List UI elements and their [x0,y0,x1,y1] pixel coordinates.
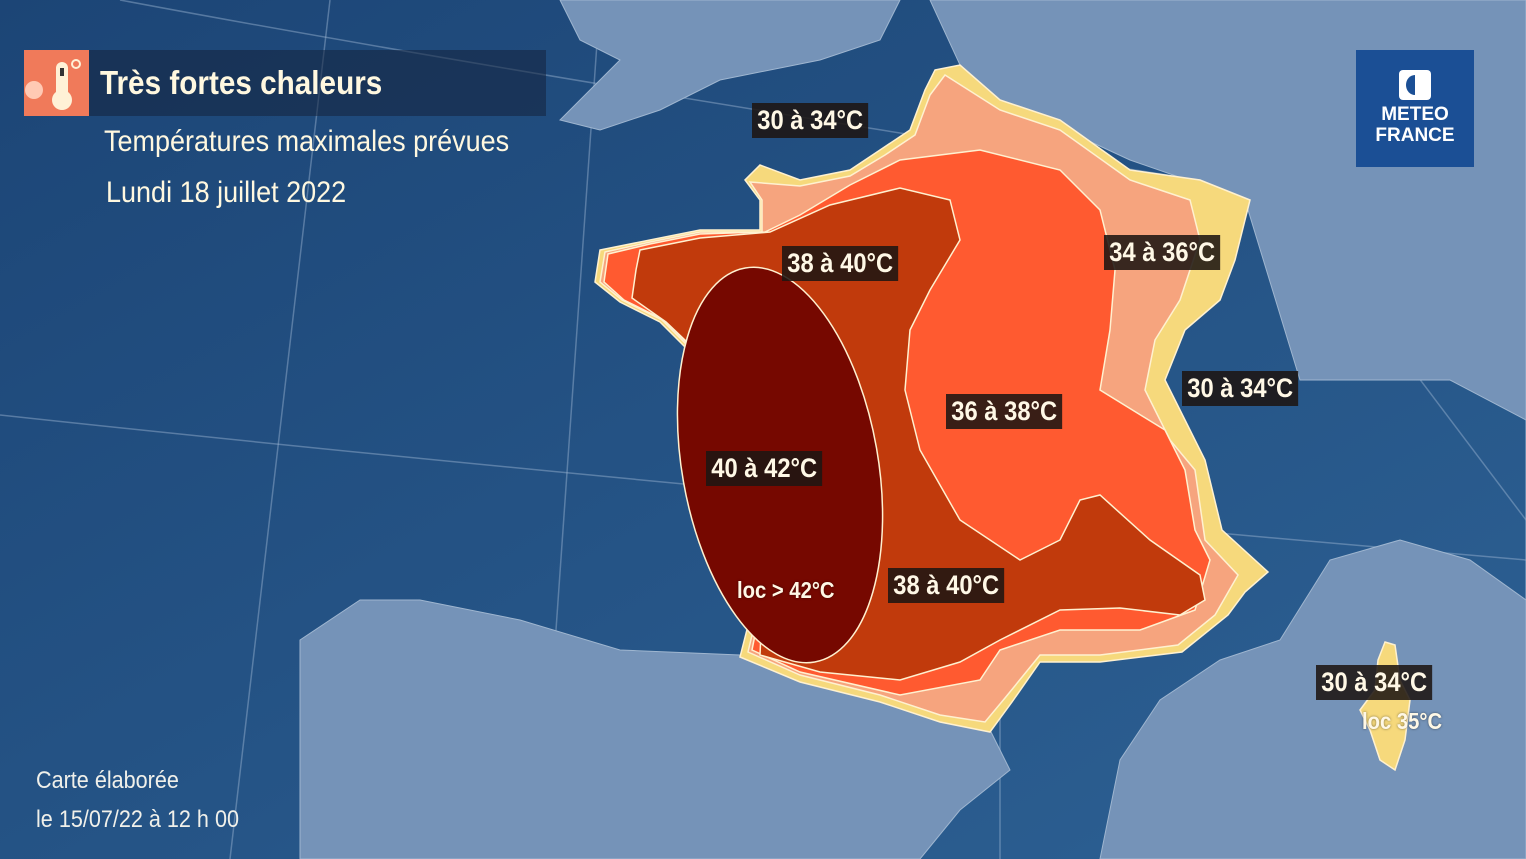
footer-created-label: Carte élaborée [36,767,179,794]
zone-label-center: 36 à 38°C [946,394,1063,429]
thermometer-sun-icon [24,50,89,116]
zone-label-corsica: 30 à 34°C [1316,665,1433,700]
europe-east [929,0,1526,859]
forecast-date: Lundi 18 juillet 2022 [106,176,347,209]
zone-label-east: 34 à 36°C [1104,235,1221,270]
map-subtitle: Températures maximales prévues [104,125,510,158]
zone-label-north: 30 à 34°C [752,103,869,138]
local-label-landes: loc > 42°C [737,577,835,603]
logo-line2: FRANCE [1375,125,1455,146]
zone-label-south: 38 à 40°C [888,568,1005,603]
uk [559,0,901,131]
land [299,0,1526,859]
zone-label-southwest: 40 à 42°C [706,451,823,486]
temperature-zones [594,64,1411,772]
local-label-corsica: loc 35°C [1362,708,1443,734]
title-banner [24,50,546,116]
meteo-france-logo-mark [1399,70,1431,100]
zone-label-west: 38 à 40°C [782,246,899,281]
zone-label-alps: 30 à 34°C [1182,371,1299,406]
footer-created-date: le 15/07/22 à 12 h 00 [36,806,239,833]
logo-line1: METEO [1381,104,1449,125]
meteo-france-logo: METEO FRANCE [1356,50,1474,167]
map-title: Très fortes chaleurs [100,64,383,101]
